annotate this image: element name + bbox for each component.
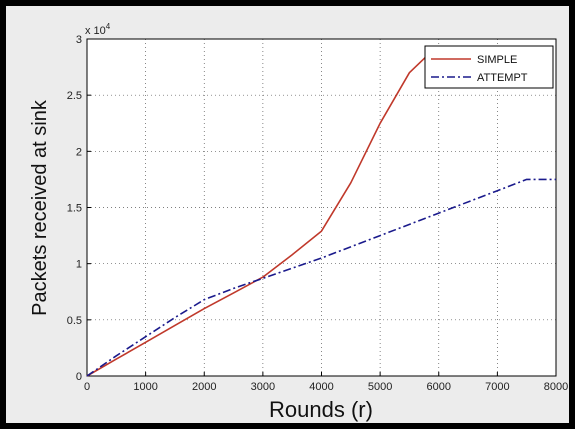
x-tick-label: 6000 [427,381,451,393]
x-tick-label: 7000 [485,381,509,393]
line-chart: 0 1000 2000 3000 4000 5000 6000 7000 8000 0 0.5 1 1.… [29,22,569,422]
legend-label-attempt: ATTEMPT [477,72,528,84]
y-tick-label: 1.5 [67,203,82,215]
x-tick-label: 0 [84,381,90,393]
legend-label-simple: SIMPLE [477,54,517,66]
series-line-simple [86,55,428,377]
x-tick-label: 3000 [251,381,275,393]
x-tick-label: 8000 [544,381,568,393]
legend-box [424,45,554,89]
y-axis-multiplier: x 104 [85,22,111,37]
x-tick-label: 1000 [133,381,157,393]
legend: SIMPLE ATTEMPT [424,45,554,89]
y-tick-label: 2 [76,146,82,158]
series-line-attempt [86,178,556,377]
x-tick-label: 5000 [368,381,392,393]
x-tick-label: 4000 [309,381,333,393]
y-axis-label: Packets received at sink [29,99,51,316]
grid-lines [87,39,556,376]
axis-ticks: 0 1000 2000 3000 4000 5000 6000 7000 8000 0 0.5 1 1.… [67,34,569,393]
x-axis-label: Rounds (r) [269,397,373,422]
y-tick-label: 2.5 [67,90,82,102]
y-tick-label: 0.5 [67,315,82,327]
series-layer [86,55,556,377]
y-tick-label: 3 [76,34,82,46]
y-tick-label: 1 [76,259,82,271]
chart-figure: 0 1000 2000 3000 4000 5000 6000 7000 8000 0 0.5 1 1.… [6,6,569,423]
x-tick-label: 2000 [192,381,216,393]
y-axis-multiplier-exponent: 4 [106,22,111,31]
y-tick-label: 0 [76,371,82,383]
